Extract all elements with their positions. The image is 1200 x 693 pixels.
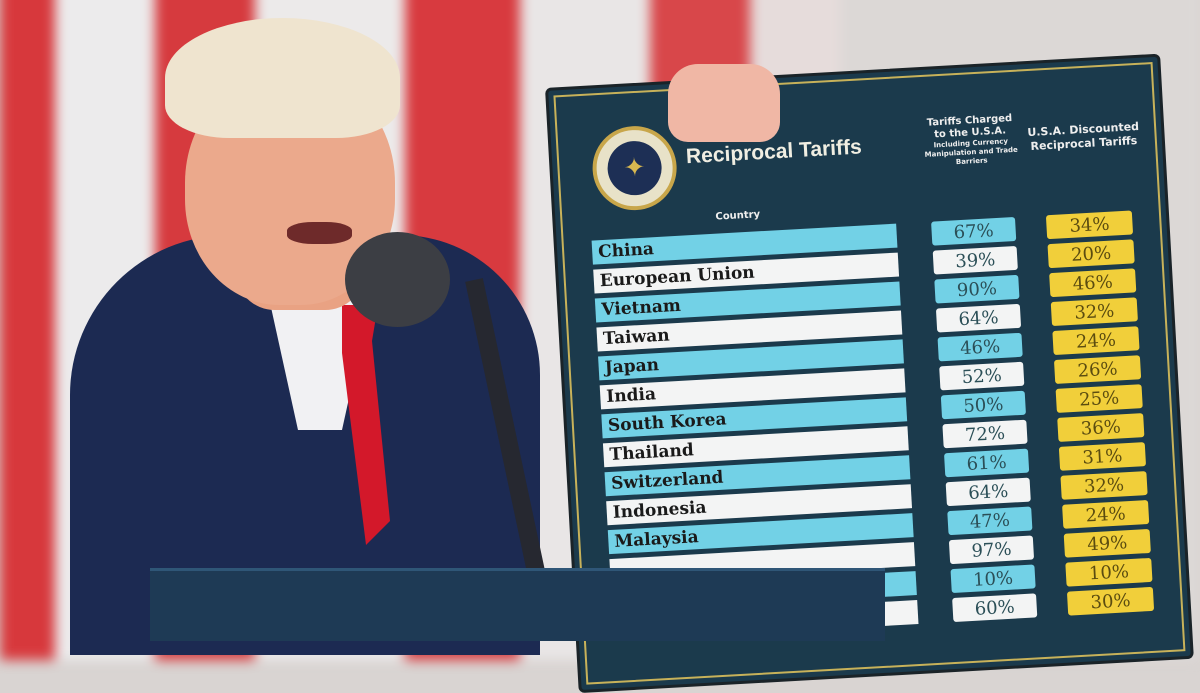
discounted-cell: 31% bbox=[1058, 442, 1147, 471]
charged-cell: 90% bbox=[934, 274, 1020, 304]
mouth bbox=[287, 222, 352, 244]
charged-cell: 60% bbox=[952, 593, 1038, 623]
charged-cell: 67% bbox=[931, 216, 1017, 246]
charged-cell: 47% bbox=[947, 506, 1033, 536]
discounted-cell: 46% bbox=[1049, 268, 1137, 298]
col-charged-header: Tariffs Charged to the U.S.A. Including C… bbox=[922, 113, 1019, 169]
charged-cell: 46% bbox=[937, 332, 1023, 362]
presidential-seal-icon: ✦ bbox=[590, 123, 679, 213]
country-header: Country bbox=[715, 209, 761, 223]
charged-cell: 50% bbox=[940, 390, 1026, 420]
podium bbox=[150, 568, 885, 641]
charged-cell: 52% bbox=[939, 361, 1025, 391]
col-charged-title: Tariffs Charged to the U.S.A. bbox=[926, 112, 1013, 141]
hand bbox=[668, 64, 780, 142]
charged-cell: 61% bbox=[944, 448, 1030, 478]
discounted-cell: 36% bbox=[1057, 413, 1145, 442]
charged-cell: 72% bbox=[942, 419, 1028, 449]
discounted-cell: 30% bbox=[1066, 586, 1155, 616]
charged-cell: 10% bbox=[950, 564, 1036, 594]
discounted-cell: 24% bbox=[1052, 326, 1140, 356]
charged-cell: 97% bbox=[948, 535, 1035, 565]
discounted-cell: 10% bbox=[1065, 557, 1153, 587]
discounted-cell: 32% bbox=[1050, 297, 1138, 327]
microphone bbox=[345, 232, 450, 327]
charged-cell: 64% bbox=[935, 303, 1022, 333]
discounted-cell: 49% bbox=[1063, 528, 1151, 558]
charged-cell: 64% bbox=[945, 477, 1031, 507]
discounted-cell: 34% bbox=[1045, 210, 1134, 240]
discounted-cell: 20% bbox=[1047, 239, 1135, 269]
charged-cell: 39% bbox=[932, 245, 1018, 275]
discounted-cell: 25% bbox=[1055, 384, 1143, 413]
discounted-cell: 26% bbox=[1053, 355, 1142, 384]
col-charged-subtitle: Including Currency Manipulation and Trad… bbox=[924, 137, 1019, 167]
hair bbox=[165, 18, 400, 138]
discounted-cell: 32% bbox=[1060, 471, 1148, 500]
col-discounted-header: U.S.A. Discounted Reciprocal Tariffs bbox=[1027, 119, 1140, 153]
discounted-cell: 24% bbox=[1062, 499, 1150, 529]
